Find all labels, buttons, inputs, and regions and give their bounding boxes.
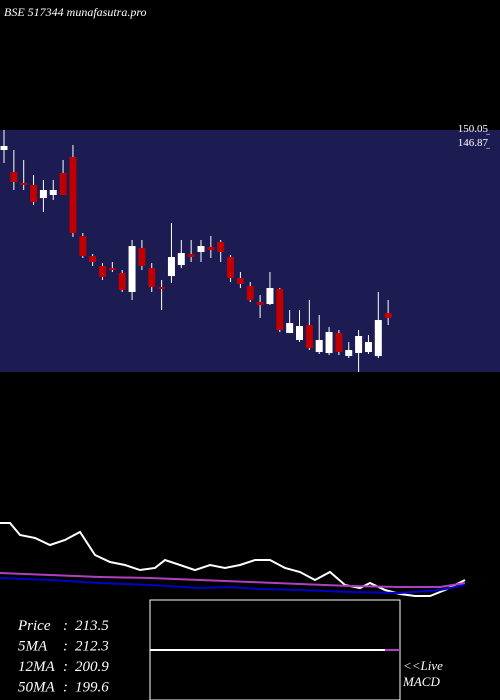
- candle-body: [89, 256, 97, 262]
- candle-body: [345, 350, 353, 357]
- candle-body: [305, 325, 313, 349]
- macd-label: MACD: [402, 674, 440, 689]
- y-tick-label: 146.87: [458, 137, 489, 149]
- candle-body: [49, 190, 57, 195]
- indicator-line: [0, 521, 466, 598]
- candle-body: [296, 326, 303, 341]
- candle-body: [20, 183, 28, 185]
- candle-body: [108, 268, 116, 271]
- candle-body: [335, 333, 343, 353]
- candle-body: [276, 289, 284, 331]
- candle-body: [217, 242, 225, 253]
- candle-body: [79, 235, 87, 257]
- candle-body: [138, 248, 146, 267]
- candle-body: [148, 268, 156, 288]
- stat-label: 5MA: [18, 639, 48, 655]
- candle-body: [0, 146, 8, 151]
- stat-label: 12MA: [18, 659, 55, 675]
- stat-colon: :: [63, 659, 68, 675]
- header: BSE 517344 munafasutra.pro: [4, 5, 147, 19]
- candle-body: [207, 246, 215, 251]
- candle-body: [197, 246, 205, 253]
- candle-body: [177, 253, 185, 266]
- candle-body: [59, 172, 67, 195]
- stat-value: 199.6: [75, 680, 109, 696]
- candle-body: [167, 257, 175, 277]
- candle-body: [69, 157, 77, 234]
- candle-body: [286, 323, 294, 334]
- stat-colon: :: [63, 680, 68, 696]
- candle-body: [315, 340, 323, 353]
- indicator-line: [0, 572, 466, 589]
- stat-value: 200.9: [75, 659, 109, 675]
- candle-body: [256, 302, 264, 306]
- candle-body: [384, 313, 392, 319]
- candle-body: [355, 336, 363, 354]
- candle-body: [128, 246, 136, 293]
- stat-colon: :: [63, 618, 68, 634]
- candle-body: [39, 190, 47, 199]
- candle-body: [30, 185, 38, 203]
- stat-value: 213.5: [75, 618, 109, 634]
- stat-value: 212.3: [75, 639, 109, 655]
- y-tick-label: 150.05: [458, 123, 489, 135]
- candle-body: [374, 320, 382, 357]
- indicator-line: [0, 577, 466, 594]
- candle-body: [10, 172, 18, 183]
- indicator-chart: [0, 521, 466, 598]
- live-label: <<Live: [403, 658, 443, 673]
- candle-body: [99, 266, 106, 278]
- candle-body: [227, 257, 235, 279]
- stat-colon: :: [63, 639, 68, 655]
- stat-label: Price: [17, 618, 51, 634]
- candle-body: [246, 286, 254, 301]
- candle-body: [236, 278, 244, 284]
- candle-body: [158, 287, 166, 290]
- candle-body: [325, 332, 333, 354]
- candle-body: [266, 288, 274, 305]
- candle-body: [364, 342, 372, 353]
- candle-body: [118, 273, 126, 291]
- stat-label: 50MA: [18, 680, 55, 696]
- price-chart: 150.05 146.87: [0, 123, 500, 372]
- candle-body: [187, 254, 195, 258]
